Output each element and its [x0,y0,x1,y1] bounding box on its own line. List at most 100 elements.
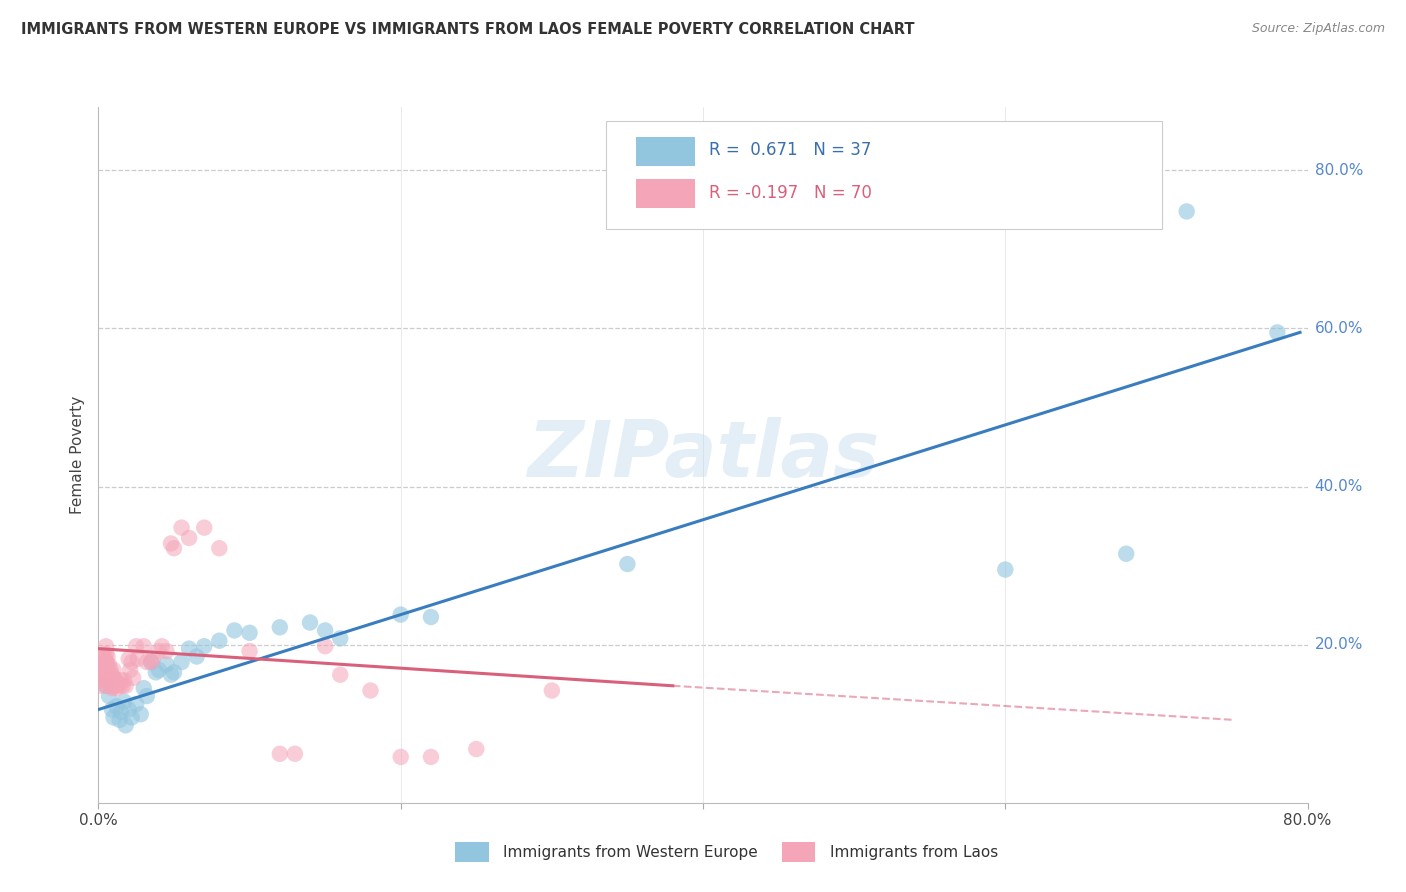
Point [125,639,148,653]
Point [118,652,141,666]
Point [163,541,186,556]
Point [142,652,165,666]
Point [112,695,135,709]
Point [419,750,441,764]
Text: 40.0%: 40.0% [1315,479,1362,494]
Text: IMMIGRANTS FROM WESTERN EUROPE VS IMMIGRANTS FROM LAOS FEMALE POVERTY CORRELATIO: IMMIGRANTS FROM WESTERN EUROPE VS IMMIGR… [21,22,914,37]
Point [170,521,193,535]
Text: ZIPatlas: ZIPatlas [527,417,879,493]
Point [98,657,121,672]
Point [299,615,322,630]
Point [141,655,163,669]
Point [98,673,121,688]
Point [90,671,112,685]
FancyBboxPatch shape [456,842,489,862]
Point [94,647,117,661]
FancyBboxPatch shape [782,842,815,862]
Point [94,663,117,677]
Point [98,665,121,680]
Point [239,644,262,658]
Point [141,655,163,669]
Point [121,710,143,724]
Point [121,655,143,669]
Point [329,632,352,646]
Point [96,657,118,672]
Point [148,644,170,658]
Point [105,699,128,714]
FancyBboxPatch shape [637,178,695,208]
Point [616,557,638,571]
Point [155,657,177,672]
Point [994,563,1017,577]
Point [132,681,155,695]
Point [120,663,142,677]
Point [329,667,352,681]
Point [122,671,145,685]
Point [540,683,562,698]
Point [103,710,125,724]
Point [208,541,231,556]
Point [127,652,149,666]
Text: Immigrants from Laos: Immigrants from Laos [830,846,998,861]
Text: 80.0%: 80.0% [1315,163,1362,178]
Point [224,624,246,638]
Point [100,679,122,693]
Point [91,673,114,688]
Point [284,747,307,761]
Point [91,649,114,664]
Text: Source: ZipAtlas.com: Source: ZipAtlas.com [1251,22,1385,36]
Point [96,649,118,664]
Point [103,663,125,677]
Point [150,639,173,653]
Point [177,641,201,656]
Point [129,707,152,722]
Point [170,655,193,669]
Point [105,681,128,695]
Point [90,665,112,680]
Point [118,702,141,716]
Point [94,671,117,685]
Text: R =  0.671   N = 37: R = 0.671 N = 37 [709,141,872,159]
Point [148,663,170,677]
Point [112,673,135,688]
Point [389,607,412,622]
Point [101,681,124,695]
Point [89,679,111,693]
Point [239,625,262,640]
Text: 20.0%: 20.0% [1315,637,1362,652]
Point [108,713,131,727]
Y-axis label: Female Poverty: Female Poverty [70,396,86,514]
Point [314,639,336,653]
Point [107,675,129,690]
Point [93,649,115,664]
Point [110,673,132,688]
Point [145,665,167,680]
Text: R = -0.197   N = 70: R = -0.197 N = 70 [709,185,872,202]
Point [314,624,336,638]
Point [389,750,412,764]
Point [269,620,291,634]
Point [160,667,183,681]
Point [94,679,117,693]
Point [100,663,122,677]
Point [110,705,132,719]
Point [269,747,291,761]
Point [94,679,117,693]
Point [135,689,157,703]
Point [177,531,201,545]
Point [1265,326,1288,340]
Text: 60.0%: 60.0% [1315,321,1362,336]
FancyBboxPatch shape [637,137,695,166]
Point [193,521,215,535]
FancyBboxPatch shape [606,121,1163,229]
Point [193,639,215,653]
Point [465,742,488,756]
Point [419,610,441,624]
Point [108,679,131,693]
Point [101,702,124,716]
Point [94,639,117,653]
Point [93,657,115,672]
Point [1175,204,1198,219]
Point [186,649,208,664]
Point [114,718,136,732]
